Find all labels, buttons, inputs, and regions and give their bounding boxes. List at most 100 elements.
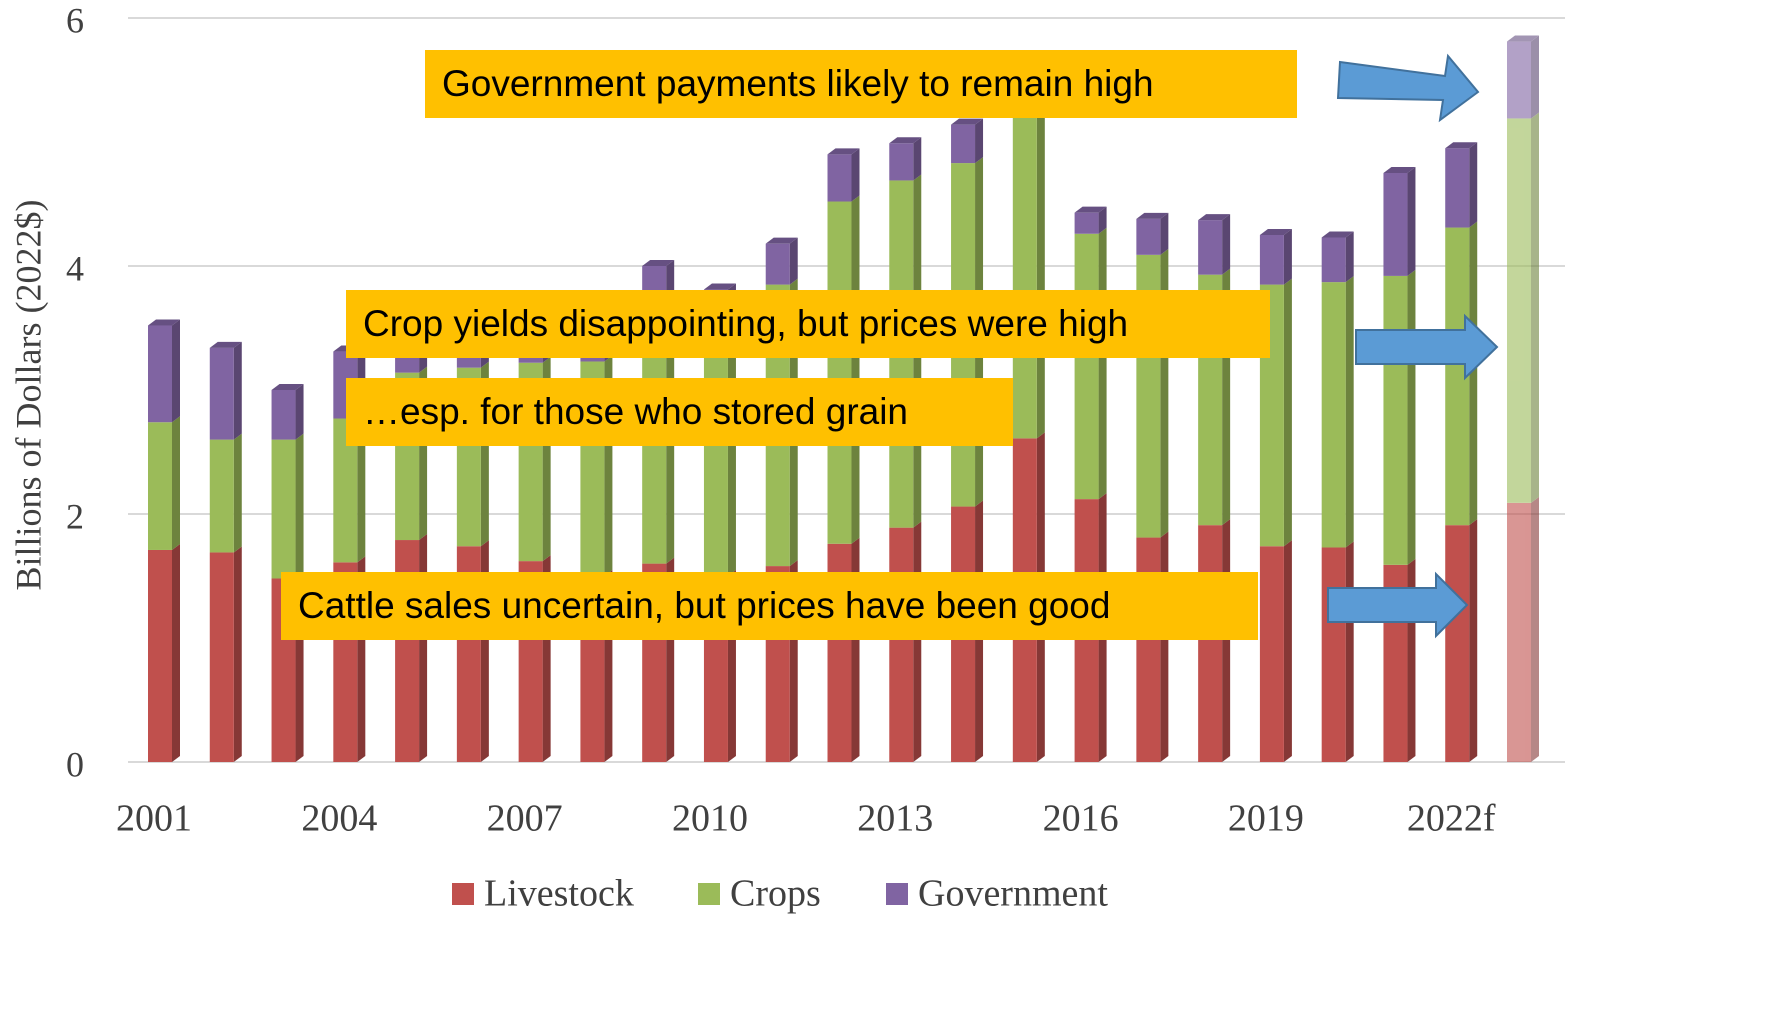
legend: Livestock Crops Government bbox=[452, 873, 1108, 915]
bar bbox=[1074, 233, 1099, 500]
bar-stack bbox=[827, 148, 860, 762]
bar-side bbox=[913, 137, 922, 181]
bar-stack bbox=[889, 137, 922, 762]
bar-side bbox=[1345, 541, 1354, 762]
bar-top bbox=[1321, 231, 1354, 238]
bar-side bbox=[789, 237, 798, 285]
bar-top bbox=[703, 283, 736, 290]
x-tick-label: 2013 bbox=[857, 798, 933, 840]
bar bbox=[1383, 275, 1408, 565]
bar-stack bbox=[209, 341, 242, 762]
bar-side bbox=[1036, 105, 1045, 439]
bar-side bbox=[233, 546, 242, 762]
bar-side bbox=[172, 416, 180, 550]
bar bbox=[1445, 148, 1470, 228]
bar-side bbox=[1160, 212, 1169, 255]
arrow bbox=[1327, 571, 1469, 639]
bar-side bbox=[233, 341, 242, 440]
bar-side bbox=[172, 543, 180, 762]
y-tick-label: 6 bbox=[66, 0, 84, 40]
y-tick-label: 4 bbox=[66, 248, 84, 288]
bar-top bbox=[1198, 214, 1231, 221]
bar bbox=[1507, 118, 1531, 503]
bar bbox=[1383, 173, 1408, 276]
bar-stack bbox=[1507, 35, 1539, 762]
bar bbox=[1321, 282, 1346, 548]
x-tick-label: 2004 bbox=[301, 798, 377, 840]
bar-stack bbox=[1445, 142, 1478, 762]
bar-top bbox=[1136, 212, 1169, 219]
annotation: Cattle sales uncertain, but prices have … bbox=[298, 585, 1110, 626]
bar-top bbox=[827, 148, 860, 155]
bar-side bbox=[1469, 142, 1478, 228]
bar-top bbox=[1445, 142, 1478, 149]
bar-side bbox=[172, 319, 180, 423]
bar bbox=[1012, 111, 1037, 439]
bar-side bbox=[419, 534, 428, 762]
bar-side bbox=[1222, 214, 1231, 275]
bar bbox=[209, 439, 234, 553]
bar-side bbox=[1531, 496, 1539, 762]
bar bbox=[765, 243, 790, 285]
bar-side bbox=[1098, 206, 1107, 234]
bar-side bbox=[1531, 112, 1539, 503]
bar-side bbox=[1283, 540, 1292, 762]
bar bbox=[1136, 218, 1161, 255]
bar-top bbox=[951, 118, 984, 125]
bar-top bbox=[1074, 206, 1107, 213]
annotation-box bbox=[346, 290, 1270, 358]
legend-label: Government bbox=[918, 873, 1108, 915]
bar-side bbox=[851, 195, 860, 544]
bar-side bbox=[975, 118, 984, 164]
bar-side bbox=[1283, 229, 1292, 285]
annotation-box bbox=[281, 572, 1258, 640]
bar-side bbox=[1222, 519, 1231, 762]
bar-side bbox=[1407, 167, 1416, 276]
y-tick-label: 0 bbox=[66, 744, 84, 784]
bar bbox=[148, 422, 172, 550]
bar bbox=[1074, 212, 1099, 234]
bar bbox=[1445, 525, 1470, 762]
annotation-box bbox=[346, 378, 1013, 446]
bar bbox=[889, 143, 914, 181]
bar-top bbox=[889, 137, 922, 144]
annotation: Government payments likely to remain hig… bbox=[442, 63, 1154, 104]
arrow bbox=[1336, 53, 1480, 123]
bar bbox=[1507, 502, 1531, 762]
bar-top bbox=[209, 341, 242, 348]
x-tick-label: 2022f bbox=[1407, 798, 1496, 840]
legend-label: Crops bbox=[730, 873, 821, 915]
bar bbox=[1259, 235, 1284, 285]
annotation: Crop yields disappointing, but prices we… bbox=[363, 303, 1128, 344]
bar-top bbox=[1507, 35, 1539, 42]
bar-side bbox=[1469, 221, 1478, 526]
bar bbox=[209, 347, 234, 440]
bar-side bbox=[1160, 531, 1169, 762]
bar-stack bbox=[1383, 167, 1416, 762]
grid: 0 2 4 6 2001 2004 2007 2010 2013 2016 2019 2022f bbox=[66, 0, 1565, 840]
bar bbox=[1321, 547, 1346, 762]
legend-label: Livestock bbox=[484, 873, 634, 915]
bar-side bbox=[1469, 519, 1478, 762]
x-tick-label: 2019 bbox=[1228, 798, 1304, 840]
legend-swatch bbox=[452, 883, 474, 905]
bar bbox=[889, 527, 914, 762]
bar-top bbox=[148, 319, 180, 326]
y-axis-label: Billions of Dollars (2022$) bbox=[8, 200, 48, 591]
bar-stack bbox=[1012, 61, 1045, 762]
bar-stack bbox=[1074, 206, 1107, 762]
legend-swatch bbox=[886, 883, 908, 905]
bar-side bbox=[913, 521, 922, 762]
bar-stack bbox=[1259, 229, 1292, 762]
annotation: …esp. for those who stored grain bbox=[363, 391, 908, 432]
bar-side bbox=[1345, 276, 1354, 548]
x-tick-label: 2007 bbox=[487, 798, 563, 840]
bar-side bbox=[1407, 269, 1416, 565]
bar bbox=[271, 390, 296, 440]
bar bbox=[148, 549, 172, 762]
bar-top bbox=[1383, 167, 1416, 173]
bar-side bbox=[851, 148, 860, 202]
x-tick-label: 2016 bbox=[1043, 798, 1119, 840]
bar bbox=[1136, 537, 1161, 762]
